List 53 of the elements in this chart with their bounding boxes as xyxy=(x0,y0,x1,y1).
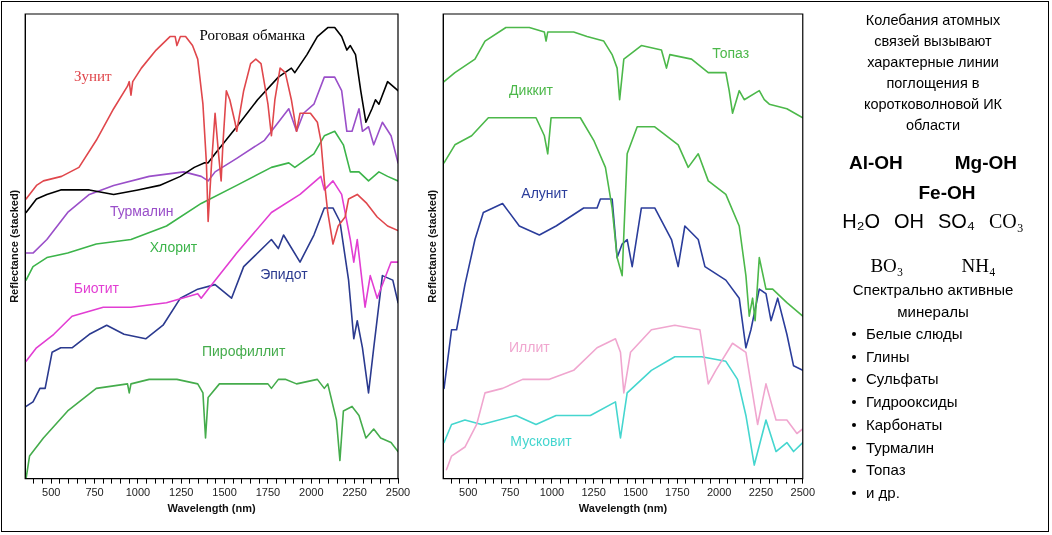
series-label: Хлорит xyxy=(149,239,198,256)
series-label: Роговая обманка xyxy=(199,27,306,44)
text: BO₃ xyxy=(870,255,904,277)
text: Fe-OH xyxy=(918,182,976,204)
text: Al-OH xyxy=(848,152,903,174)
x-tick-label: 1500 xyxy=(623,486,648,499)
x-tick-label: 2500 xyxy=(385,486,411,499)
x-tick-label: 1000 xyxy=(125,486,151,499)
text: OH xyxy=(893,210,924,233)
text: Гидрооксиды xyxy=(866,392,958,413)
y-axis-title: Reflectance (stacked) xyxy=(425,189,438,303)
text: Карбонаты xyxy=(866,414,943,435)
text: Топаз xyxy=(866,460,906,481)
series-label: Алунит xyxy=(521,185,569,202)
text: Сульфаты xyxy=(866,369,939,390)
series-label: Мусковит xyxy=(510,433,573,450)
x-tick-label: 1750 xyxy=(255,486,281,499)
x-tick-label: 750 xyxy=(500,486,520,499)
text: Mg-OH xyxy=(954,152,1018,174)
series-label: Диккит xyxy=(509,81,554,98)
y-axis-title: Reflectance (stacked) xyxy=(7,189,20,303)
text: и др. xyxy=(866,482,900,503)
series-label: Иллит xyxy=(509,338,551,355)
x-tick-label: 1500 xyxy=(212,486,237,499)
text: Колебания атомных связей вызывают характерные линии поглощения в коротковолновой ИК области xyxy=(863,11,1003,135)
x-tick-label: 2250 xyxy=(748,486,774,499)
x-tick-label: 500 xyxy=(459,486,478,499)
x-tick-label: 1000 xyxy=(539,486,565,499)
text: H₂O xyxy=(842,210,880,233)
x-tick-label: 2250 xyxy=(342,486,367,499)
x-tick-label: 1750 xyxy=(665,486,690,499)
x-tick-label: 500 xyxy=(42,486,61,499)
series-label: Биотит xyxy=(73,280,120,297)
text: Белые слюды xyxy=(866,324,963,344)
series-label: Эпидот xyxy=(260,266,309,283)
x-axis-title: Wavelength (nm) xyxy=(167,502,257,515)
x-tick-label: 2000 xyxy=(299,486,324,499)
text: Спектрально активные минералы xyxy=(851,280,1015,322)
x-tick-label: 750 xyxy=(85,486,104,499)
series-label: Зунит xyxy=(74,68,113,85)
x-tick-label: 2000 xyxy=(706,486,732,499)
x-tick-label: 1250 xyxy=(169,486,194,499)
series-label: Топаз xyxy=(712,45,750,62)
text: SO₄ xyxy=(937,210,976,233)
text: NH₄ xyxy=(961,255,996,277)
text: CO₃ xyxy=(989,210,1024,233)
series-label: Пирофиллит xyxy=(201,343,286,360)
series-label: Турмалин xyxy=(109,203,174,220)
x-tick-label: 2500 xyxy=(790,486,816,499)
x-axis-title: Wavelength (nm) xyxy=(578,502,668,515)
text: Глины xyxy=(866,346,910,367)
text: Турмалин xyxy=(866,437,935,458)
x-tick-label: 1250 xyxy=(581,486,606,499)
